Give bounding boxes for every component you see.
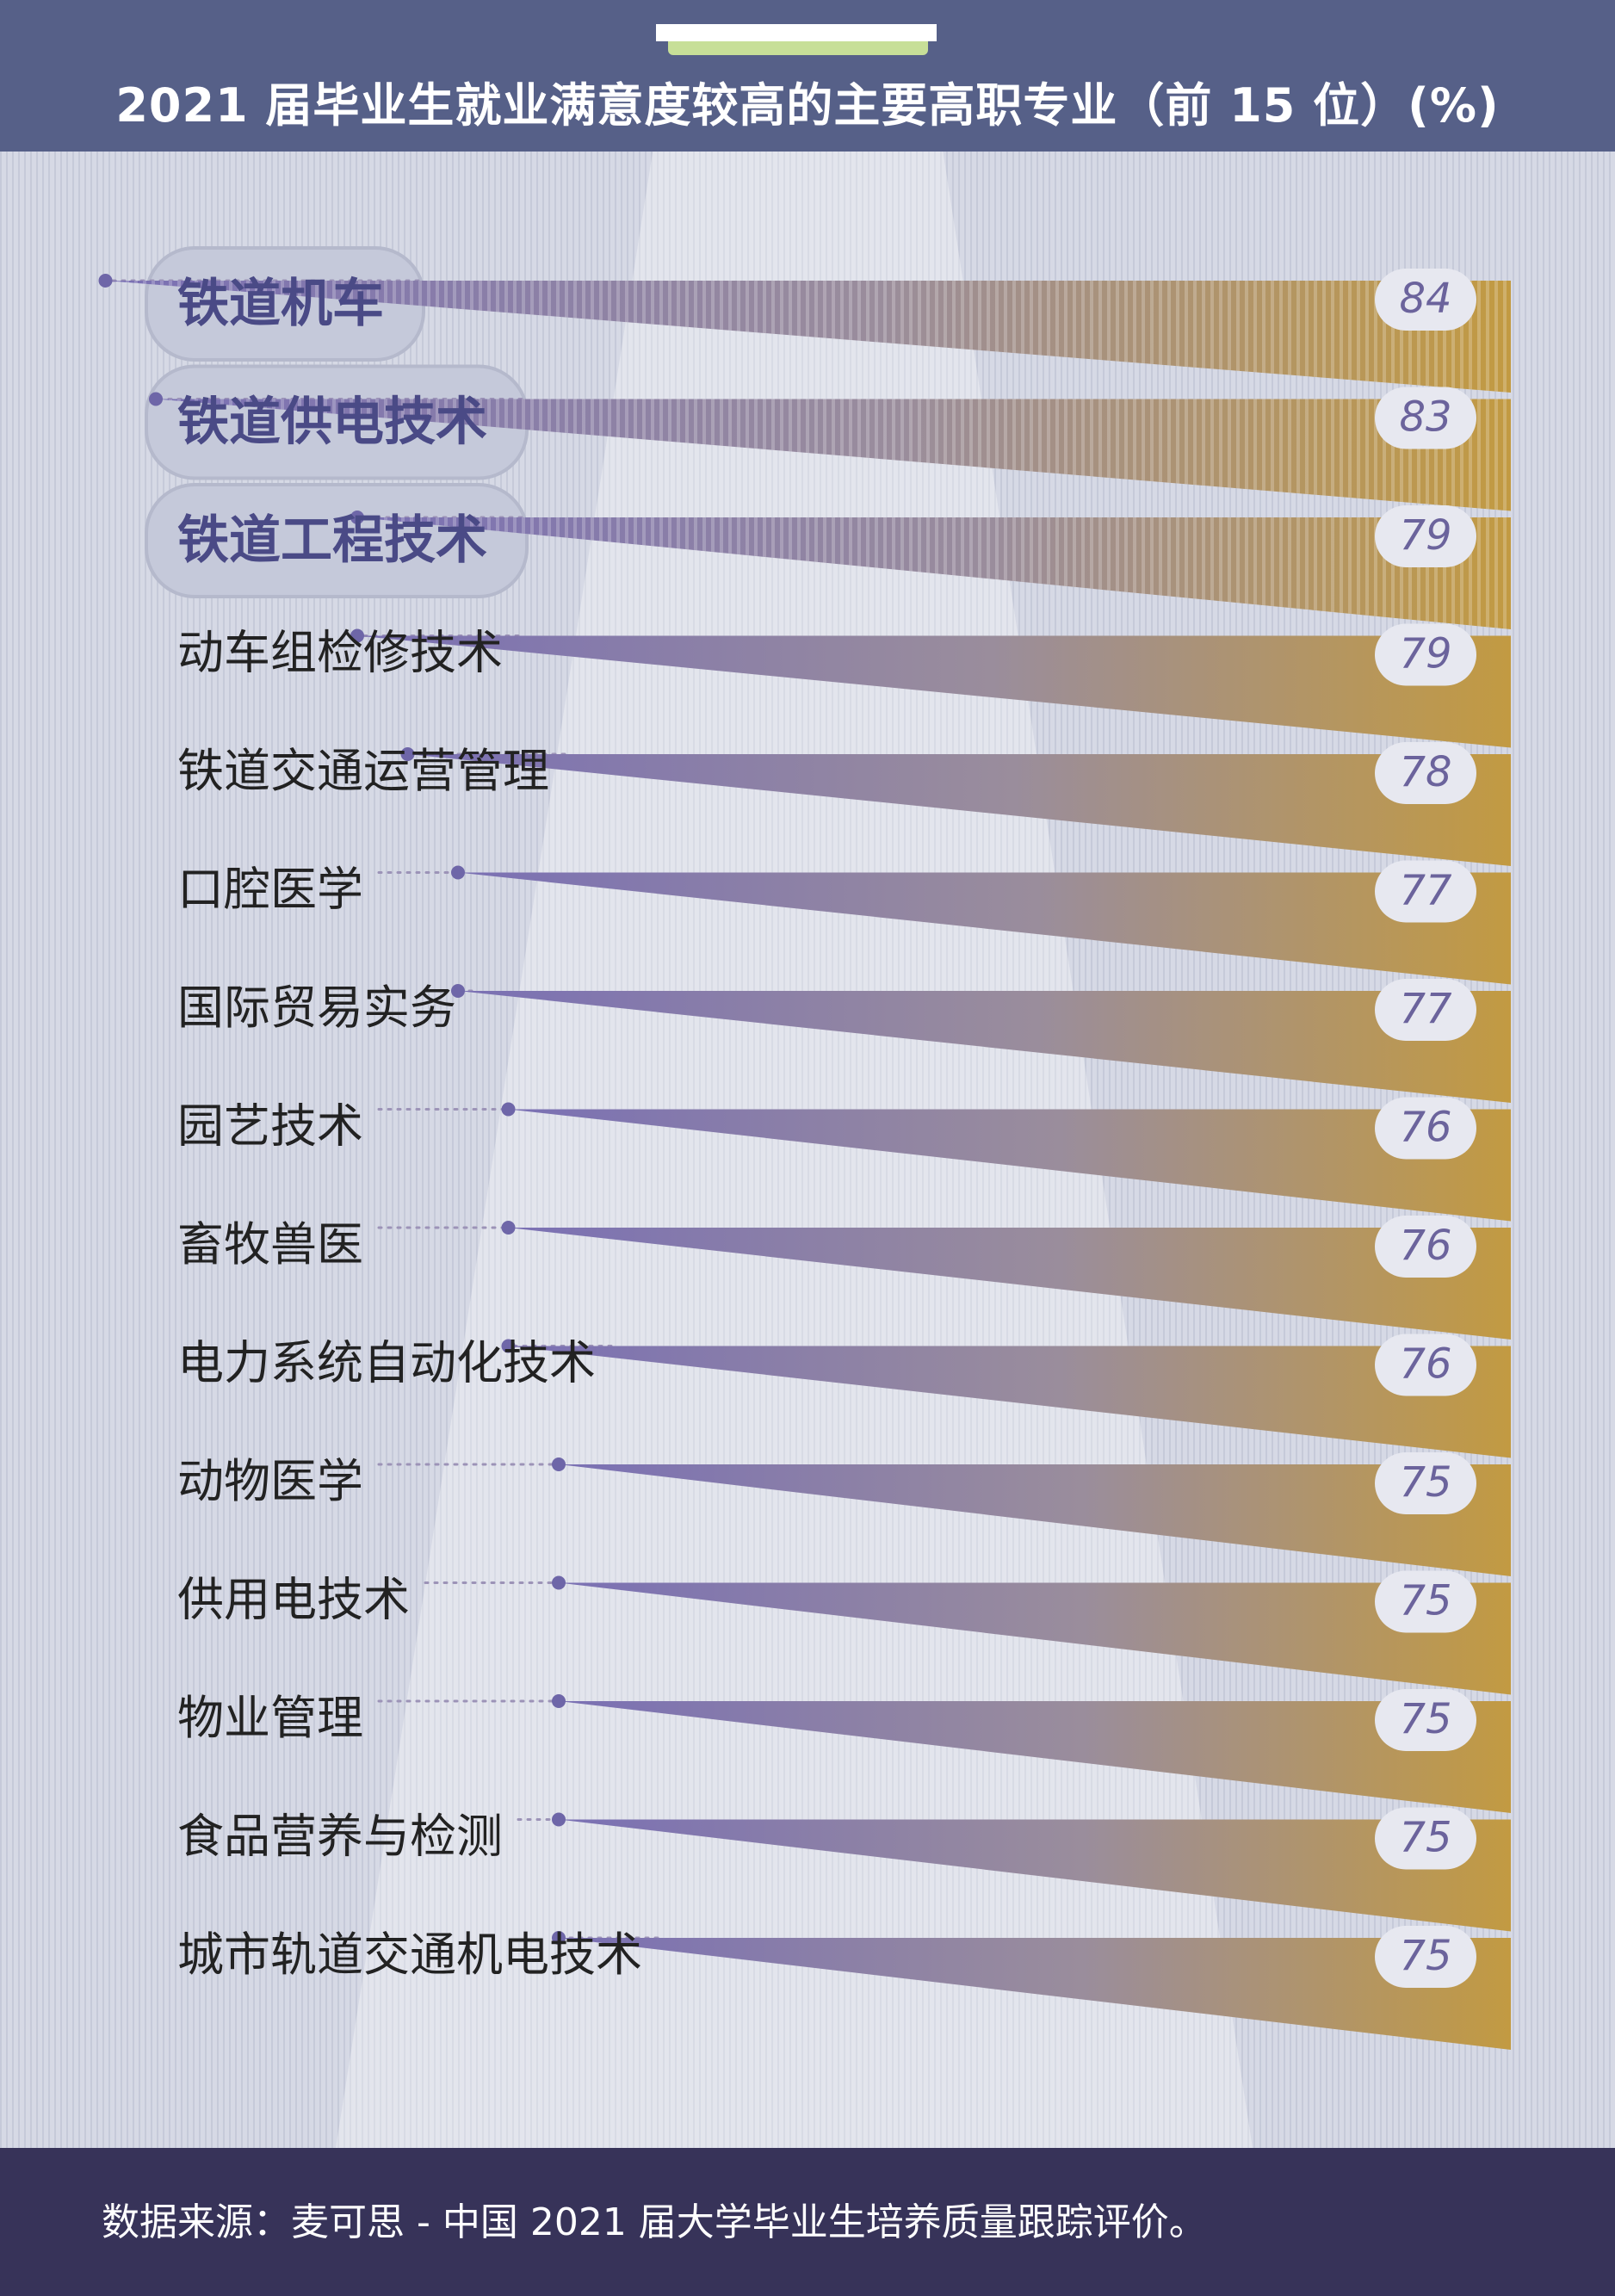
value-label: 75	[1399, 1932, 1451, 1980]
bar-wedge	[508, 1109, 1511, 1222]
top-tab-light	[668, 41, 928, 55]
bar-tip-dot	[552, 1694, 566, 1708]
value-badge	[1375, 623, 1476, 686]
header-bar: 2021 届毕业生就业满意度较高的主要高职专业（前 15 位）(%)	[0, 0, 1615, 152]
bar-wedge-stripes	[105, 281, 1511, 393]
bar-wedge	[508, 1346, 1511, 1458]
value-badge	[1375, 1216, 1476, 1278]
value-badge	[1375, 1334, 1476, 1396]
category-label: 动车组检修技术	[177, 626, 503, 680]
value-label: 76	[1399, 1222, 1451, 1270]
category-label: 园艺技术	[177, 1099, 363, 1154]
bar-wedge	[357, 635, 1511, 748]
value-label: 76	[1399, 1340, 1451, 1389]
bar-tip-dot	[552, 1457, 566, 1471]
chart-title: 2021 届毕业生就业满意度较高的主要高职专业（前 15 位）(%)	[115, 78, 1500, 133]
value-label: 75	[1399, 1458, 1451, 1507]
bar-wedge-stripes	[357, 517, 1511, 629]
value-badge	[1375, 979, 1476, 1041]
category-label: 铁道供电技术	[177, 393, 487, 453]
bar-tip-dot	[552, 1812, 566, 1827]
bar-tip-dot	[98, 274, 113, 288]
category-label: 动物医学	[177, 1454, 363, 1508]
value-label: 79	[1399, 630, 1451, 678]
value-badge	[1375, 1926, 1476, 1988]
value-label: 77	[1399, 985, 1452, 1033]
value-label: 77	[1399, 867, 1452, 915]
bar-wedge	[559, 1464, 1511, 1576]
bar-wedge	[458, 991, 1511, 1103]
value-label: 84	[1399, 275, 1451, 323]
category-label: 口腔医学	[177, 863, 363, 917]
bar-tip-dot	[400, 747, 415, 761]
value-badge	[1375, 1570, 1476, 1633]
category-label: 铁道工程技术	[177, 511, 487, 571]
category-label: 城市轨道交通机电技术	[177, 1928, 642, 1982]
category-label: 铁道机车	[177, 274, 384, 334]
bar-tip-dot	[149, 392, 163, 406]
category-label: 食品营养与检测	[177, 1810, 503, 1864]
value-label: 83	[1399, 393, 1451, 442]
bar-wedge	[559, 1701, 1511, 1813]
value-badge	[1375, 387, 1476, 449]
bar-wedge	[559, 1938, 1511, 2050]
bar-tip-dot	[350, 628, 364, 643]
value-label: 79	[1399, 511, 1451, 560]
bar-tip-dot	[501, 1221, 516, 1235]
bar-tip-dot	[552, 1575, 566, 1590]
value-badge	[1375, 742, 1476, 804]
top-tab	[656, 24, 937, 41]
category-label: 供用电技术	[177, 1573, 410, 1627]
bar-wedge	[407, 754, 1511, 866]
category-label: 铁道交通运营管理	[177, 744, 549, 798]
value-badge	[1375, 505, 1476, 567]
value-badge	[1375, 1452, 1476, 1514]
bar-wedge	[458, 872, 1511, 985]
category-label: 电力系统自动化技术	[177, 1336, 596, 1390]
bar-tip-dot	[501, 1339, 516, 1353]
value-label: 76	[1399, 1104, 1451, 1152]
bar-tip-dot	[501, 1102, 516, 1117]
category-label: 物业管理	[177, 1691, 363, 1745]
bar-tip-dot	[552, 1931, 566, 1945]
footer-bar: 数据来源：麦可思 - 中国 2021 届大学毕业生培养质量跟踪评价。	[0, 2148, 1615, 2296]
bar-wedge	[508, 1228, 1511, 1340]
bar-tip-dot	[350, 511, 364, 524]
category-label: 畜牧兽医	[177, 1217, 363, 1272]
value-label: 78	[1399, 748, 1451, 796]
source-note: 数据来源：麦可思 - 中国 2021 届大学毕业生培养质量跟踪评价。	[102, 2200, 1207, 2244]
highlight-pill	[145, 483, 529, 598]
value-badge	[1375, 1689, 1476, 1751]
bar-wedge-stripes	[156, 399, 1511, 511]
value-badge	[1375, 1097, 1476, 1160]
value-label: 75	[1399, 1695, 1451, 1743]
value-label: 75	[1399, 1814, 1451, 1862]
value-label: 75	[1399, 1577, 1451, 1625]
bar-tip-dot	[451, 865, 465, 880]
category-label: 国际贸易实务	[177, 981, 456, 1035]
bar-wedge	[559, 1582, 1511, 1695]
bar-wedge	[559, 1819, 1511, 1932]
value-badge	[1375, 1807, 1476, 1870]
value-badge	[1375, 269, 1476, 331]
bar-tip-dot	[451, 984, 465, 998]
value-badge	[1375, 860, 1476, 923]
